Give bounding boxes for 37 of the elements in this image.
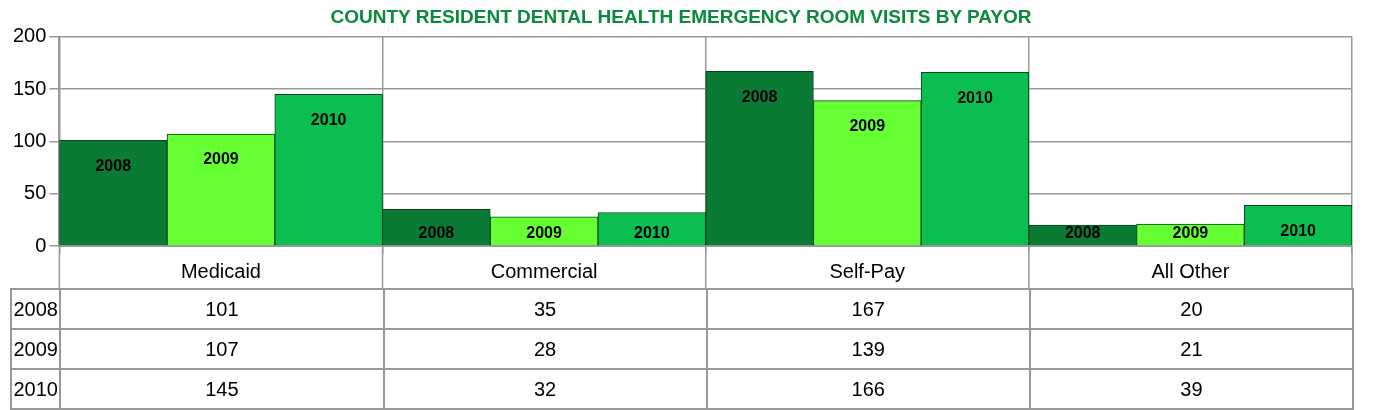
text: 2010 — [13, 377, 58, 400]
text: 2009 — [13, 337, 58, 360]
data-label: 21 — [1029, 329, 1353, 369]
y-tick-label: 150 — [12, 76, 47, 99]
data-label: 20 — [1029, 289, 1353, 329]
x-tick-label: Self-Pay — [829, 259, 906, 282]
text: 2009 — [203, 150, 239, 168]
data-label: 167 — [706, 289, 1030, 329]
text: 2010 — [1280, 221, 1316, 239]
y-tick-label: 50 — [24, 181, 47, 204]
text: 2010 — [310, 110, 347, 128]
text: 2010 — [957, 88, 993, 106]
x-tick-label: All Other — [1151, 259, 1230, 282]
series-label: 2008 — [1064, 223, 1101, 241]
text: 2008 — [741, 87, 778, 105]
y-tick-label: 200 — [12, 24, 47, 47]
text: 2009 — [526, 223, 562, 241]
text: 2008 — [95, 156, 132, 174]
data-label: 166 — [706, 369, 1030, 409]
y-tick-label: 100 — [12, 128, 47, 151]
data-label: 28 — [383, 329, 707, 369]
chart-title: COUNTY RESIDENT DENTAL HEALTH EMERGENCY ROOM VISITS BY PAYOR — [330, 5, 1032, 27]
series-label: 2010 — [634, 223, 670, 241]
data-label: 145 — [60, 369, 384, 409]
x-tick-label: Medicaid — [180, 259, 261, 282]
text: 2009 — [849, 117, 886, 135]
y-tick-label: 0 — [35, 233, 47, 256]
data-label: 101 — [60, 289, 384, 329]
series-label: 2009 — [1172, 223, 1209, 241]
x-tick-label: Commercial — [490, 259, 598, 282]
text: 2008 — [13, 297, 58, 320]
data-label: 107 — [60, 329, 384, 369]
data-label: 39 — [1029, 369, 1353, 409]
data-label: 35 — [383, 289, 707, 329]
data-label: 139 — [706, 329, 1030, 369]
data-label: 32 — [383, 369, 707, 409]
text: 2008 — [418, 223, 455, 241]
